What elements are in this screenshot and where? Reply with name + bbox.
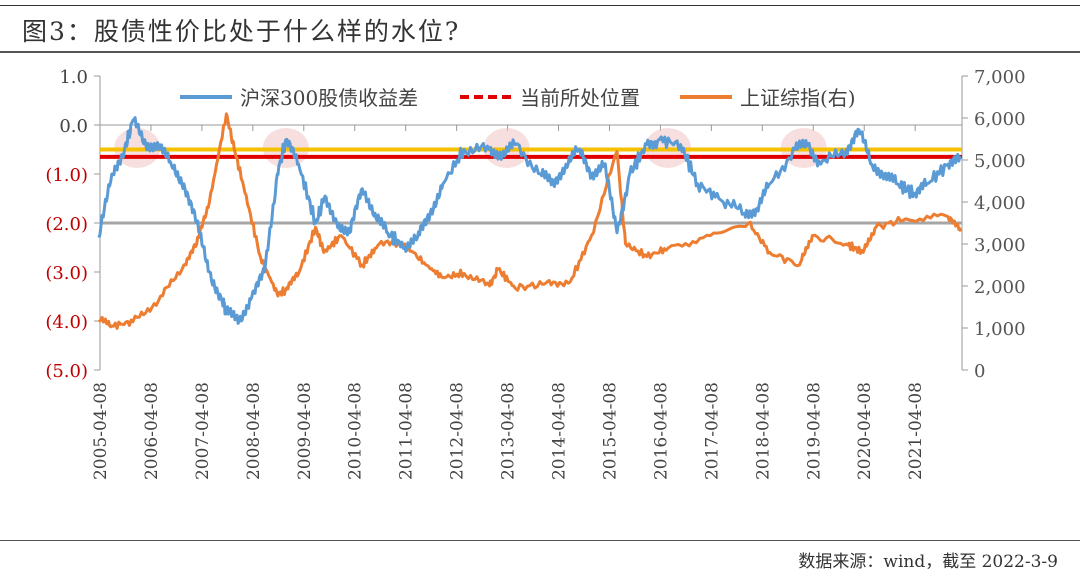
right-tick-label: 1,000 bbox=[974, 319, 1026, 340]
right-tick-label: 0 bbox=[974, 361, 985, 382]
left-tick-label: (3.0) bbox=[45, 263, 88, 284]
top-border bbox=[0, 5, 1080, 6]
x-tick-label: 2007-04-08 bbox=[193, 382, 213, 480]
source-note: 数据来源：wind，截至 2022-3-9 bbox=[798, 552, 1058, 572]
spread-series-line bbox=[97, 116, 963, 325]
left-tick-label: (5.0) bbox=[45, 361, 88, 382]
x-tick-label: 2019-04-08 bbox=[804, 382, 824, 480]
x-tick-label: 2011-04-08 bbox=[397, 382, 417, 480]
right-tick-label: 6,000 bbox=[974, 109, 1026, 130]
legend-label-current: 当前所处位置 bbox=[520, 86, 640, 110]
bottom-border bbox=[0, 540, 1080, 541]
x-tick-label: 2009-04-08 bbox=[295, 382, 315, 480]
left-tick-label: 0.0 bbox=[59, 116, 88, 137]
x-tick-label: 2006-04-08 bbox=[142, 382, 162, 480]
chart: 1.0 0.0 (1.0) (2.0) (3.0) (4.0) (5.0) 7,000 6,00… bbox=[45, 67, 1026, 480]
x-tick-label: 2018-04-08 bbox=[753, 382, 773, 480]
x-tick-label: 2015-04-08 bbox=[600, 382, 620, 480]
right-tick-label: 3,000 bbox=[974, 235, 1026, 256]
left-tick-label: 1.0 bbox=[59, 67, 88, 88]
left-tick-label: (1.0) bbox=[45, 165, 88, 186]
x-tick-label: 2014-04-08 bbox=[550, 382, 570, 480]
right-tick-label: 7,000 bbox=[974, 67, 1026, 88]
x-tick-label: 2013-04-08 bbox=[499, 382, 519, 480]
x-tick-label: 2021-04-08 bbox=[906, 382, 926, 480]
legend-label-index: 上证综指(右) bbox=[740, 86, 856, 110]
title-divider bbox=[0, 51, 1080, 53]
index-series-line bbox=[97, 112, 963, 330]
left-tick-label: (2.0) bbox=[45, 214, 88, 235]
right-tick-label: 4,000 bbox=[974, 193, 1026, 214]
legend-label-spread: 沪深300股债收益差 bbox=[240, 86, 418, 110]
x-tick-label: 2010-04-08 bbox=[346, 382, 366, 480]
x-tick-label: 2005-04-08 bbox=[91, 382, 111, 480]
x-tick-label: 2020-04-08 bbox=[855, 382, 875, 480]
x-tick-label: 2016-04-08 bbox=[651, 382, 671, 480]
right-tick-label: 5,000 bbox=[974, 151, 1026, 172]
left-tick-label: (4.0) bbox=[45, 312, 88, 333]
x-tick-label: 2008-04-08 bbox=[244, 382, 264, 480]
figure-title: 图3：股债性价比处于什么样的水位? bbox=[22, 17, 461, 46]
x-tick-label: 2012-04-08 bbox=[448, 382, 468, 480]
x-tick-label: 2017-04-08 bbox=[702, 382, 722, 480]
right-tick-label: 2,000 bbox=[974, 277, 1026, 298]
